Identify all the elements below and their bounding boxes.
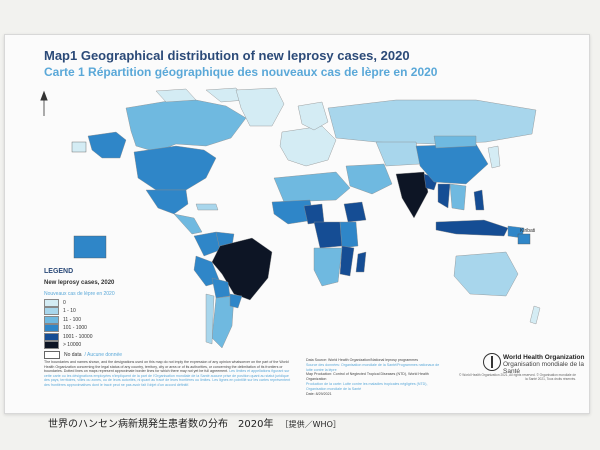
region-mozambique xyxy=(339,245,355,277)
north-arrow xyxy=(40,90,48,116)
legend-subtitle-english: New leprosy cases, 2020 xyxy=(44,280,115,286)
legend-row: 1001 - 10000 xyxy=(44,332,93,341)
region-australia xyxy=(453,251,519,297)
who-name-english: World Health Organization xyxy=(503,354,585,361)
legend-row: > 10000 xyxy=(44,341,82,349)
region-paraguay xyxy=(229,293,243,309)
legend-label: 101 - 1000 xyxy=(63,325,87,331)
legend-label: 0 xyxy=(63,299,66,306)
region-madagascar xyxy=(355,251,367,273)
region-ethiopia xyxy=(343,201,367,223)
legend-label: 11 - 100 xyxy=(63,316,81,323)
data-source-french: Source des données: Organisation mondial… xyxy=(306,362,440,372)
region-greenland xyxy=(235,87,285,127)
region-caribbean xyxy=(195,203,219,211)
region-new-zealand xyxy=(529,305,541,325)
map-production-english: Map Production: Control of Neglected Tro… xyxy=(306,372,429,382)
data-source-english: Data Source: World Health Organization/N… xyxy=(306,358,418,362)
region-arctic-islands xyxy=(155,87,247,103)
legend-label: 1001 - 10000 xyxy=(63,333,93,340)
legend-swatch xyxy=(44,307,59,315)
region-alaska xyxy=(87,131,127,159)
legend-swatch xyxy=(44,298,59,307)
copyright-notice: © World Health Organization 2021, All ri… xyxy=(459,373,576,381)
region-indochina xyxy=(449,183,467,211)
region-chile xyxy=(205,293,215,345)
region-north-africa xyxy=(273,171,351,203)
region-usa xyxy=(133,145,217,191)
no-data-label-french: / Aucune donnée xyxy=(84,352,123,358)
no-data-label: No data xyxy=(64,352,82,358)
disclaimer-french: Les limites et appellations figurant sur… xyxy=(44,369,291,387)
region-japan-korea xyxy=(487,145,501,169)
region-east-africa xyxy=(339,221,359,249)
who-emblem-icon xyxy=(483,353,501,371)
region-west-africa xyxy=(271,199,315,225)
disclaimer-english: The boundaries and names shown, and the … xyxy=(44,360,289,374)
region-mexico xyxy=(145,189,189,215)
region-europe xyxy=(279,125,337,167)
region-southern-africa xyxy=(313,247,343,287)
region-middle-east xyxy=(345,163,393,195)
region-india xyxy=(395,171,429,219)
legend-row: 11 - 100 xyxy=(44,315,81,324)
kiribati-label: Kiribati xyxy=(520,228,535,234)
region-drc xyxy=(313,221,343,249)
legend-label: > 10000 xyxy=(63,342,82,348)
world-choropleth-map: Kiribati xyxy=(40,87,541,349)
map-title-english: Map1 Geographical distribution of new le… xyxy=(44,48,410,63)
region-caribbean-box xyxy=(71,141,87,153)
region-central-america xyxy=(173,213,203,235)
legend-swatch xyxy=(44,324,59,332)
region-philippines xyxy=(473,189,485,211)
region-russia xyxy=(327,99,537,145)
legend-no-data: No data / Aucune donnée xyxy=(44,351,122,359)
region-hawaii-box xyxy=(73,235,107,259)
legend-swatch xyxy=(44,332,59,341)
disclaimer: The boundaries and names shown, and the … xyxy=(44,360,294,388)
region-central-asia xyxy=(375,141,421,167)
region-brazil xyxy=(211,237,273,301)
who-name-french: Organisation mondiale de la Santé xyxy=(503,361,584,375)
region-kiribati-box xyxy=(517,233,531,245)
map-date: Date: 8/29/2021 xyxy=(306,391,332,396)
legend-row: 1 - 10 xyxy=(44,307,76,315)
region-canada xyxy=(125,97,247,153)
map-production-french: Production de la carte: Lutte contre les… xyxy=(306,381,428,391)
region-scandinavia xyxy=(297,101,329,131)
legend-swatch xyxy=(44,315,59,324)
legend-swatch xyxy=(44,341,59,349)
legend-subtitle-french: Nouveaux cas de lèpre en 2020 xyxy=(44,291,115,297)
data-source-block: Data Source: World Health Organization/N… xyxy=(306,358,446,396)
legend-label: 1 - 10 xyxy=(63,308,76,314)
legend-row: 0 xyxy=(44,298,66,307)
region-indonesia xyxy=(435,219,509,237)
region-mongolia xyxy=(433,135,477,149)
caption-text: 世界のハンセン病新規発生患者数の分布 2020年 xyxy=(48,419,274,430)
who-name: World Health Organization Organisation m… xyxy=(503,354,600,375)
caption-credit: ［提供／WHO］ xyxy=(280,420,341,429)
map-title-french: Carte 1 Répartition géographique des nou… xyxy=(44,65,438,79)
japanese-caption: 世界のハンセン病新規発生患者数の分布 2020年 ［提供／WHO］ xyxy=(48,415,341,430)
region-myanmar xyxy=(437,183,451,209)
legend-heading: LEGEND xyxy=(44,268,74,275)
region-colombia xyxy=(193,231,221,257)
legend-row: 101 - 1000 xyxy=(44,324,87,332)
no-data-swatch xyxy=(44,351,60,359)
